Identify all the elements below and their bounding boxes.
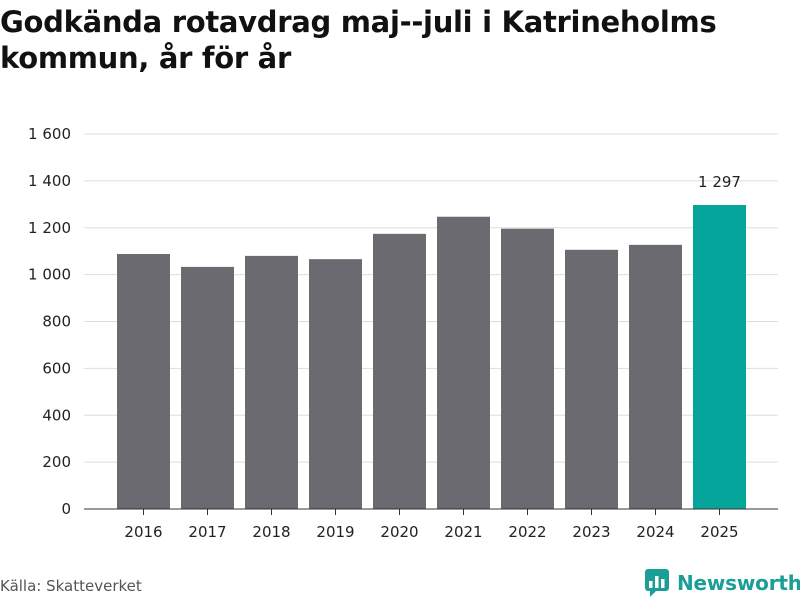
bar-2022 — [501, 228, 554, 509]
x-tick-label: 2020 — [380, 523, 418, 541]
bar-2016 — [117, 254, 170, 509]
y-axis-ticks: 0 200 400 600 800 1 000 1 200 1 400 1 600 — [28, 125, 71, 518]
x-tick-label: 2016 — [124, 523, 162, 541]
x-tick-label: 2025 — [700, 523, 738, 541]
newsworthy-chart-icon — [645, 569, 669, 597]
bar-2024 — [629, 244, 682, 509]
bar-2025 — [693, 205, 746, 509]
x-tick-label: 2023 — [572, 523, 610, 541]
bar-2023 — [565, 249, 618, 509]
x-tick-label: 2022 — [508, 523, 546, 541]
x-axis-ticks: 2016 2017 2018 2019 2020 2021 2022 2023 2024 2025 — [84, 508, 778, 541]
bar-2020 — [373, 233, 426, 509]
brand-name: Newsworthy — [677, 571, 800, 595]
y-tick-label: 1 600 — [28, 125, 71, 143]
y-tick-label: 800 — [42, 313, 71, 331]
y-tick-label: 1 400 — [28, 172, 71, 190]
bar-2018 — [245, 255, 298, 509]
y-tick-label: 400 — [42, 406, 71, 424]
bar-2021 — [437, 216, 490, 509]
chart-title: Godkända rotavdrag maj--juli i Katrineho… — [0, 5, 717, 75]
bar-2017 — [181, 266, 234, 509]
x-tick-label: 2017 — [188, 523, 226, 541]
newsworthy-logo: Newsworthy — [644, 568, 800, 598]
data-labels: 1 297 — [698, 173, 741, 191]
x-tick-label: 2018 — [252, 523, 290, 541]
y-tick-label: 200 — [42, 453, 71, 471]
data-label-2025: 1 297 — [698, 173, 741, 191]
y-tick-label: 0 — [61, 500, 71, 518]
y-tick-label: 1 000 — [28, 266, 71, 284]
x-tick-label: 2021 — [444, 523, 482, 541]
source-note: Källa: Skatteverket — [0, 577, 142, 595]
y-tick-label: 1 200 — [28, 219, 71, 237]
y-tick-label: 600 — [42, 359, 71, 377]
x-tick-label: 2024 — [636, 523, 674, 541]
bars — [117, 205, 746, 509]
x-tick-label: 2019 — [316, 523, 354, 541]
bar-2019 — [309, 259, 362, 509]
